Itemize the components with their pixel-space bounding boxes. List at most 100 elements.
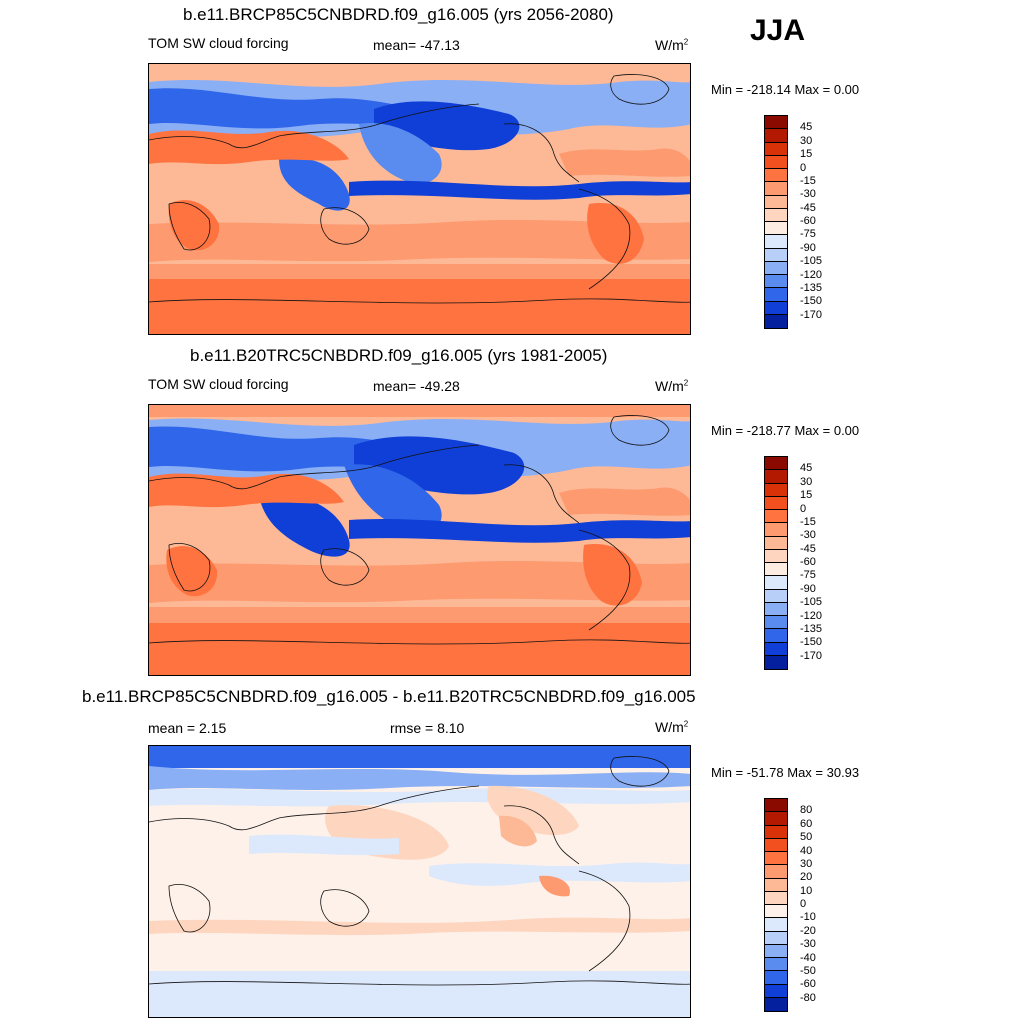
colorbar-tick-label: -120 bbox=[800, 609, 823, 622]
colorbar-tick-label: 0 bbox=[800, 502, 807, 515]
colorbar-tick-label: -170 bbox=[800, 308, 823, 321]
colorbar-tick-label: -90 bbox=[800, 582, 816, 595]
colorbar-tick-label: 40 bbox=[800, 844, 813, 857]
panel-3-units: W/m2 bbox=[655, 719, 689, 735]
panel-1-colorbar bbox=[764, 115, 788, 329]
colorbar-tick-label: 45 bbox=[800, 462, 813, 475]
colorbar-swatch bbox=[765, 852, 787, 866]
colorbar-tick-label: 60 bbox=[800, 817, 813, 830]
panel-3-title: b.e11.BRCP85C5CNBDRD.f09_g16.005 - b.e11… bbox=[82, 687, 696, 706]
panel-2-minmax: Min = -218.77 Max = 0.00 bbox=[711, 423, 860, 438]
panel-3-colorbar bbox=[764, 798, 788, 1012]
colorbar-tick-label: -135 bbox=[800, 622, 823, 635]
colorbar-swatch bbox=[765, 838, 787, 852]
colorbar-swatch bbox=[765, 182, 787, 196]
colorbar-swatch bbox=[765, 275, 787, 289]
panel-3-rmse: rmse = 8.10 bbox=[390, 720, 465, 736]
colorbar-swatch bbox=[765, 602, 787, 616]
colorbar-tick-label: -135 bbox=[800, 281, 823, 294]
colorbar-swatch bbox=[765, 235, 787, 249]
colorbar-swatch bbox=[765, 997, 787, 1011]
panel-1-variable: TOM SW cloud forcing bbox=[148, 35, 289, 51]
panel-1-minmax: Min = -218.14 Max = 0.00 bbox=[711, 82, 860, 97]
colorbar-swatch bbox=[765, 116, 787, 130]
colorbar-swatch bbox=[765, 222, 787, 236]
colorbar-swatch bbox=[765, 261, 787, 275]
colorbar-swatch bbox=[765, 905, 787, 919]
panel-2-colorbar bbox=[764, 456, 788, 670]
panel-1-mean: mean= -47.13 bbox=[373, 37, 460, 53]
colorbar-tick-label: -80 bbox=[800, 991, 816, 1004]
colorbar-swatch bbox=[765, 799, 787, 813]
colorbar-tick-label: 30 bbox=[800, 134, 813, 147]
panel-3-map bbox=[148, 745, 691, 1018]
colorbar-tick-label: -60 bbox=[800, 215, 816, 227]
colorbar-swatch bbox=[765, 931, 787, 945]
colorbar-swatch bbox=[765, 483, 787, 497]
colorbar-tick-label: 80 bbox=[800, 804, 813, 817]
colorbar-swatch bbox=[765, 563, 787, 577]
colorbar-swatch bbox=[765, 195, 787, 209]
panel-1-title: b.e11.BRCP85C5CNBDRD.f09_g16.005 (yrs 20… bbox=[183, 5, 614, 24]
panel-1-map bbox=[148, 63, 691, 335]
colorbar-swatch bbox=[765, 865, 787, 879]
panel-2-mean: mean= -49.28 bbox=[373, 378, 460, 394]
colorbar-tick-label: -75 bbox=[800, 569, 816, 582]
colorbar-tick-label: -15 bbox=[800, 515, 816, 528]
colorbar-swatch bbox=[765, 129, 787, 143]
colorbar-swatch bbox=[765, 655, 787, 669]
panel-1-field bbox=[149, 64, 690, 334]
colorbar-tick-label: 15 bbox=[800, 148, 813, 161]
colorbar-swatch bbox=[765, 918, 787, 932]
colorbar-swatch bbox=[765, 549, 787, 563]
panel-3-field bbox=[149, 746, 690, 1017]
panel-2-title: b.e11.B20TRC5CNBDRD.f09_g16.005 (yrs 198… bbox=[190, 346, 608, 365]
colorbar-tick-label: -30 bbox=[800, 938, 816, 951]
colorbar-tick-label: -45 bbox=[800, 201, 816, 214]
panel-2-field bbox=[149, 405, 690, 675]
colorbar-tick-label: -90 bbox=[800, 241, 816, 254]
colorbar-swatch bbox=[765, 314, 787, 328]
colorbar-swatch bbox=[765, 589, 787, 603]
colorbar-swatch bbox=[765, 496, 787, 510]
colorbar-swatch bbox=[765, 301, 787, 315]
colorbar-tick-label: 15 bbox=[800, 489, 813, 502]
colorbar-tick-label: -120 bbox=[800, 268, 823, 281]
panel-2-units: W/m2 bbox=[655, 378, 689, 394]
colorbar-tick-label: -50 bbox=[800, 964, 816, 977]
colorbar-swatch bbox=[765, 812, 787, 826]
colorbar-tick-label: -15 bbox=[800, 174, 816, 187]
colorbar-swatch bbox=[765, 536, 787, 550]
colorbar-swatch bbox=[765, 510, 787, 524]
colorbar-swatch bbox=[765, 248, 787, 262]
colorbar-tick-label: -150 bbox=[800, 636, 823, 649]
colorbar-tick-label: -75 bbox=[800, 228, 816, 241]
colorbar-swatch bbox=[765, 891, 787, 905]
colorbar-swatch bbox=[765, 523, 787, 537]
colorbar-swatch bbox=[765, 944, 787, 958]
colorbar-tick-label: 0 bbox=[800, 898, 807, 910]
colorbar-tick-label: 20 bbox=[800, 871, 813, 884]
colorbar-swatch bbox=[765, 208, 787, 222]
colorbar-tick-label: -60 bbox=[800, 978, 816, 991]
colorbar-swatch bbox=[765, 142, 787, 156]
colorbar-swatch bbox=[765, 642, 787, 656]
panel-2-map bbox=[148, 404, 691, 676]
colorbar-swatch bbox=[765, 629, 787, 643]
colorbar-swatch bbox=[765, 470, 787, 484]
colorbar-swatch bbox=[765, 288, 787, 302]
colorbar-tick-label: 45 bbox=[800, 121, 813, 134]
colorbar-swatch bbox=[765, 984, 787, 998]
colorbar-swatch bbox=[765, 616, 787, 630]
colorbar-tick-label: -20 bbox=[800, 924, 816, 937]
colorbar-swatch bbox=[765, 169, 787, 183]
colorbar-tick-label: 30 bbox=[800, 475, 813, 488]
colorbar-tick-label: -170 bbox=[800, 649, 823, 662]
colorbar-tick-label: 30 bbox=[800, 857, 813, 870]
colorbar-tick-label: 10 bbox=[800, 884, 813, 897]
colorbar-tick-label: -60 bbox=[800, 556, 816, 568]
panel-2-variable: TOM SW cloud forcing bbox=[148, 376, 289, 392]
colorbar-tick-label: -150 bbox=[800, 295, 823, 308]
colorbar-tick-label: -45 bbox=[800, 542, 816, 555]
season-label: JJA bbox=[750, 14, 806, 47]
